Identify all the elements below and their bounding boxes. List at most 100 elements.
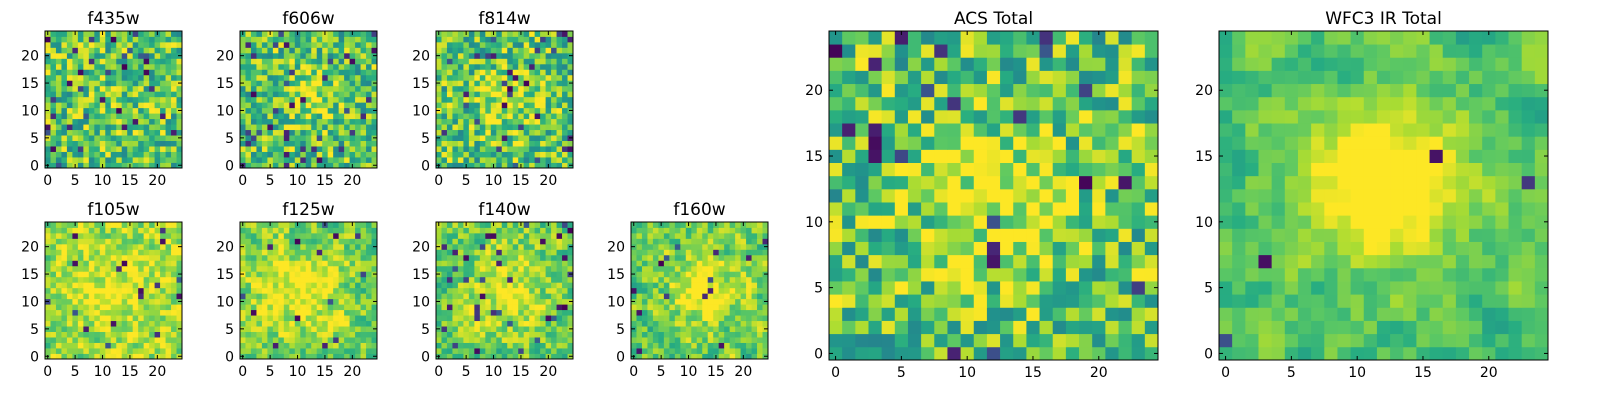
heatmap-cell bbox=[121, 260, 128, 267]
heatmap-cell bbox=[685, 348, 692, 354]
heatmap-cell bbox=[868, 294, 883, 308]
heatmap-cell bbox=[50, 63, 57, 70]
axes-frame bbox=[44, 221, 183, 360]
heatmap-cell bbox=[66, 265, 73, 272]
heatmap-cell bbox=[55, 124, 62, 131]
heatmap-cell bbox=[322, 271, 329, 278]
heatmap-cell bbox=[355, 260, 361, 267]
heatmap-cell bbox=[83, 146, 90, 152]
heatmap-cell bbox=[94, 222, 101, 228]
heatmap-cell bbox=[371, 146, 378, 152]
heatmap-cell bbox=[360, 124, 367, 131]
heatmap-cell bbox=[360, 320, 367, 327]
heatmap-cell bbox=[631, 315, 637, 322]
heatmap-cell bbox=[55, 287, 62, 294]
heatmap-cell bbox=[360, 271, 367, 278]
heatmap-cell bbox=[110, 113, 117, 120]
heatmap-cell bbox=[333, 320, 340, 327]
heatmap-cell bbox=[289, 243, 296, 250]
heatmap-cell bbox=[160, 80, 166, 87]
heatmap-cell bbox=[868, 188, 883, 203]
heatmap-cell bbox=[523, 135, 530, 141]
heatmap-cell bbox=[160, 287, 166, 294]
heatmap-cell bbox=[83, 52, 90, 59]
heatmap-cell bbox=[154, 254, 161, 261]
y-tick-label: 5 bbox=[225, 322, 234, 338]
heatmap-cell bbox=[105, 326, 112, 332]
heatmap-cell bbox=[534, 276, 541, 283]
heatmap-cell bbox=[652, 227, 659, 234]
heatmap-cell bbox=[556, 331, 563, 338]
heatmap-cell bbox=[121, 337, 128, 343]
heatmap-cell bbox=[631, 304, 637, 311]
heatmap-cell bbox=[327, 254, 334, 261]
heatmap-cell bbox=[245, 337, 252, 343]
heatmap-cell bbox=[289, 331, 296, 338]
heatmap-cell bbox=[707, 249, 714, 256]
heatmap-cell bbox=[267, 337, 274, 343]
y-tick-label: 10 bbox=[607, 294, 625, 310]
heatmap-cell bbox=[452, 238, 459, 245]
heatmap-cell bbox=[468, 348, 475, 354]
heatmap-cell bbox=[724, 315, 731, 322]
heatmap-cell bbox=[311, 287, 318, 294]
heatmap-cell bbox=[171, 331, 177, 338]
heatmap-cell bbox=[567, 260, 574, 267]
heatmap-cell bbox=[127, 69, 134, 76]
heatmap-cell bbox=[921, 281, 935, 295]
heatmap-cell bbox=[724, 243, 731, 250]
heatmap-cell bbox=[674, 320, 681, 327]
heatmap-cell bbox=[283, 129, 290, 136]
heatmap-cell bbox=[724, 276, 731, 283]
heatmap-cell bbox=[344, 227, 350, 234]
heatmap-cell bbox=[121, 41, 128, 48]
y-tick-label: 15 bbox=[21, 267, 39, 283]
heatmap-cell bbox=[474, 265, 481, 272]
heatmap-cell bbox=[294, 337, 301, 343]
heatmap-cell bbox=[283, 69, 290, 76]
heatmap-cell bbox=[490, 271, 497, 278]
heatmap-cell bbox=[165, 96, 172, 103]
heatmap-cell bbox=[446, 135, 453, 141]
heatmap-cell bbox=[1013, 294, 1027, 308]
heatmap-cell bbox=[1000, 215, 1014, 229]
heatmap-cell bbox=[72, 151, 79, 158]
heatmap-cell bbox=[138, 113, 145, 120]
heatmap-cell bbox=[441, 326, 448, 332]
heatmap-cell bbox=[127, 276, 134, 283]
heatmap-cell bbox=[121, 102, 128, 109]
heatmap-cell bbox=[55, 157, 62, 163]
heatmap-cell bbox=[685, 337, 692, 343]
heatmap-cell bbox=[490, 118, 497, 125]
heatmap-cell bbox=[121, 91, 128, 98]
heatmap-cell bbox=[83, 348, 90, 354]
heatmap-cell bbox=[934, 188, 948, 203]
heatmap-cell bbox=[165, 227, 172, 234]
y-tick-label: 5 bbox=[421, 131, 430, 147]
heatmap-cell bbox=[512, 118, 519, 125]
heatmap-cell bbox=[305, 222, 312, 228]
heatmap-cell bbox=[735, 309, 741, 316]
heatmap-cell bbox=[1039, 175, 1054, 190]
heatmap-cell bbox=[1013, 241, 1027, 256]
heatmap-cell bbox=[105, 276, 112, 283]
heatmap-cell bbox=[316, 140, 323, 147]
heatmap-cell bbox=[718, 227, 725, 234]
heatmap-cell bbox=[143, 227, 150, 234]
heatmap-cell bbox=[256, 124, 263, 131]
heatmap-cell bbox=[485, 140, 492, 147]
heatmap-cell bbox=[294, 74, 301, 81]
heatmap-cell bbox=[143, 238, 150, 245]
heatmap-cell bbox=[545, 282, 552, 289]
heatmap-cell bbox=[746, 265, 752, 272]
heatmap-cell bbox=[143, 80, 150, 87]
heatmap-cell bbox=[474, 232, 481, 239]
y-tick-label: 0 bbox=[225, 158, 234, 174]
heatmap-cell bbox=[545, 41, 552, 48]
heatmap-cell bbox=[658, 315, 665, 322]
heatmap-cell bbox=[121, 304, 128, 311]
heatmap-cell bbox=[842, 346, 856, 361]
heatmap-cell bbox=[333, 337, 340, 343]
heatmap-cell bbox=[83, 113, 90, 120]
heatmap-cell bbox=[94, 91, 101, 98]
